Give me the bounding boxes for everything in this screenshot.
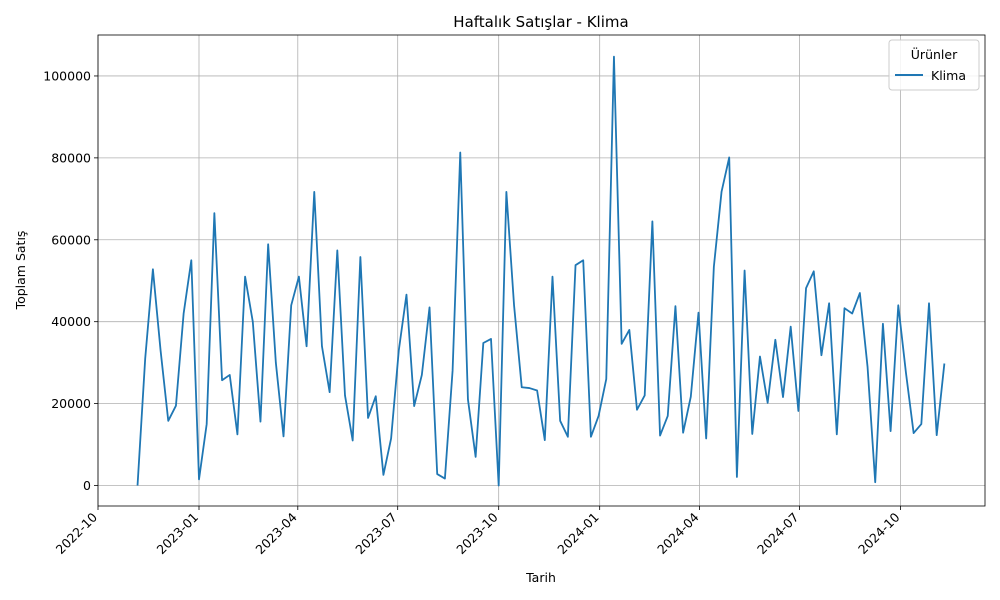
legend: Ürünler Klima <box>888 39 980 91</box>
x-tick-label: 2023-10 <box>453 509 501 557</box>
y-tick-label: 20000 <box>51 396 91 411</box>
y-tick-label: 40000 <box>51 314 91 329</box>
x-tick-label: 2024-04 <box>654 509 702 557</box>
x-axis-ticks: 2022-10 2023-01 2023-04 2023-07 2023-10 2024-… <box>53 506 903 557</box>
legend-box <box>888 39 980 91</box>
plot-frame <box>97 34 986 507</box>
x-tick-label: 2023-04 <box>252 509 300 557</box>
y-tick-label: 100000 <box>43 68 91 83</box>
series-lines <box>136 55 946 487</box>
y-tick-label: 80000 <box>51 150 91 165</box>
legend-title: Ürünler <box>911 46 958 62</box>
x-axis-label: Tarih <box>525 570 556 585</box>
x-tick-label: 2024-10 <box>855 509 903 557</box>
y-axis-ticks: 0 20000 40000 60000 80000 100000 <box>43 68 98 493</box>
x-tick-label: 2023-07 <box>352 510 400 558</box>
x-tick-label: 2022-10 <box>53 509 101 557</box>
grid-lines <box>97 35 985 506</box>
chart-title: Haftalık Satışlar - Klima <box>453 13 628 31</box>
x-tick-label: 2024-07 <box>754 510 802 558</box>
series-line-klima <box>136 55 946 487</box>
x-tick-label: 2023-01 <box>154 510 202 558</box>
x-tick-label: 2024-01 <box>554 510 602 558</box>
legend-label-klima: Klima <box>931 68 966 83</box>
y-axis-label: Toplam Satış <box>13 231 28 311</box>
y-tick-label: 0 <box>83 478 91 493</box>
y-tick-label: 60000 <box>51 232 91 247</box>
